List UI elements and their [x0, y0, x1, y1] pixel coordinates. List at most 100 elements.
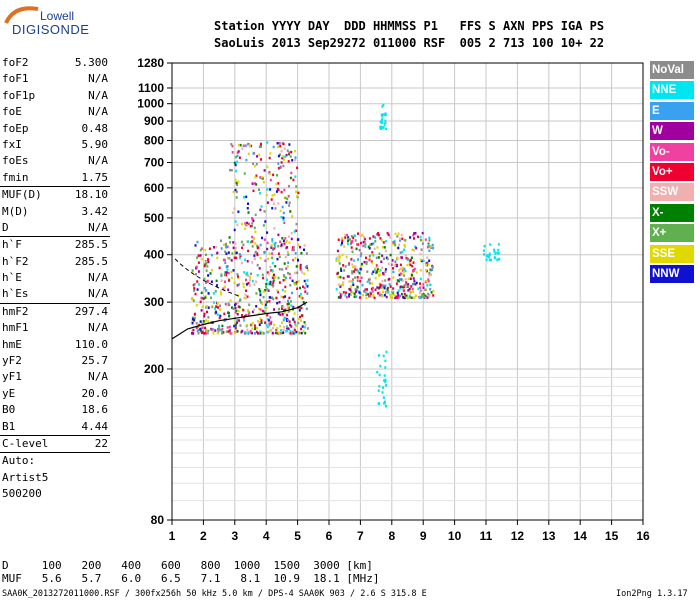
echo-point [338, 262, 341, 265]
echo-point [273, 273, 275, 277]
echo-point [259, 292, 262, 295]
echo-point [284, 285, 287, 289]
echo-point [259, 243, 262, 247]
echo-point [367, 293, 369, 296]
echo-point [255, 183, 258, 186]
echo-point [273, 227, 276, 230]
echo-point [282, 216, 285, 220]
echo-point [280, 215, 283, 219]
echo-point [273, 308, 275, 311]
echo-point [383, 294, 386, 297]
echo-point [389, 253, 392, 257]
echo-point [237, 283, 240, 286]
echo-point [261, 302, 264, 306]
echo-point [384, 279, 387, 282]
echo-point [354, 290, 357, 294]
echo-point [419, 277, 422, 281]
echo-point [414, 283, 417, 286]
echo-point [370, 253, 373, 256]
param-hmf1: hmF1 N/A [0, 320, 108, 336]
echo-point [384, 378, 387, 382]
echo-point [397, 279, 400, 283]
echo-point [427, 263, 430, 266]
echo-point [220, 328, 223, 332]
echo-point [293, 283, 296, 286]
echo-point [344, 294, 347, 297]
echo-cluster [482, 243, 501, 262]
param-foep: foEp 0.48 [0, 121, 108, 137]
echo-point [419, 282, 421, 285]
echo-point [207, 320, 210, 323]
echo-point [247, 274, 250, 278]
echo-point [235, 256, 238, 260]
echo-point [205, 253, 207, 256]
echo-point [306, 266, 308, 269]
param-value: 0.48 [81, 121, 109, 135]
echo-point [256, 155, 259, 158]
x-tick-label: 9 [420, 529, 427, 543]
echo-point [197, 332, 200, 335]
echo-point [266, 282, 269, 286]
echo-point [289, 332, 292, 335]
echo-point [232, 190, 235, 194]
echo-point [381, 279, 384, 283]
echo-point [256, 264, 259, 267]
echo-point [377, 389, 380, 392]
echo-point [204, 248, 207, 252]
echo-point [392, 287, 395, 290]
echo-point [399, 237, 401, 240]
echo-point [234, 324, 237, 327]
echo-point [407, 277, 410, 281]
echo-point [353, 292, 356, 296]
echo-point [393, 293, 396, 296]
echo-point [239, 143, 242, 147]
echo-point [345, 291, 348, 294]
echo-point [384, 121, 387, 124]
echo-point [233, 281, 236, 285]
echo-point [300, 314, 303, 317]
echo-point [383, 402, 386, 405]
echo-cluster [335, 231, 435, 300]
x-tick-label: 14 [574, 529, 588, 543]
echo-point [251, 279, 254, 283]
legend-item-vo-: Vo- [650, 142, 694, 161]
echo-point [260, 142, 262, 146]
echo-point [401, 266, 404, 269]
echo-point [376, 233, 379, 236]
echo-point [228, 329, 231, 333]
echo-point [201, 330, 204, 334]
echo-point [277, 188, 280, 192]
muf-frequency-row: MUF 5.6 5.7 6.0 6.5 7.1 8.1 10.9 18.1 [M… [2, 572, 380, 585]
echo-point [293, 271, 296, 275]
echo-point [277, 233, 280, 237]
echo-point [341, 241, 343, 245]
echo-point [238, 299, 241, 302]
echo-point [429, 268, 432, 272]
echo-point [379, 125, 382, 129]
echo-point [354, 234, 357, 238]
echo-point [254, 327, 256, 331]
echo-point [427, 292, 430, 296]
echo-point [258, 307, 261, 311]
echo-point [348, 293, 351, 296]
echo-point [288, 201, 291, 204]
echo-point [405, 281, 408, 284]
echo-point [266, 325, 269, 329]
echo-point [297, 243, 300, 247]
echo-point [235, 181, 238, 185]
echo-point [389, 294, 392, 297]
legend-item-x-: X+ [650, 224, 694, 243]
echo-point [260, 205, 263, 208]
echo-point [412, 290, 415, 293]
echo-point [424, 262, 427, 265]
echo-point [236, 223, 239, 226]
echo-point [299, 268, 302, 272]
echo-point [397, 246, 400, 250]
echo-point [246, 328, 249, 331]
echo-point [398, 269, 401, 272]
echo-point [346, 242, 349, 246]
echo-point [396, 263, 399, 267]
echo-point [238, 305, 241, 309]
echo-point [385, 350, 388, 354]
echo-point [295, 190, 298, 194]
